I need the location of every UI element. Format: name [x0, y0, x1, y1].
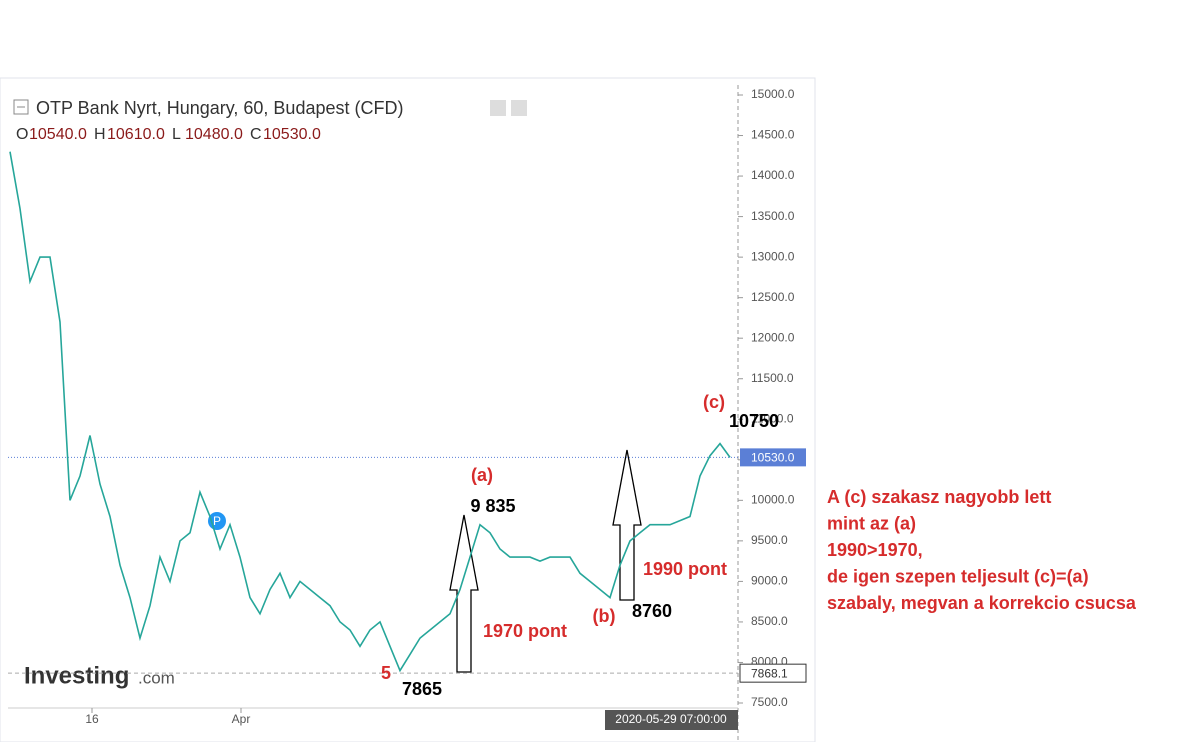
current-price-label: 10530.0: [751, 451, 795, 465]
annotation: 1990 pont: [643, 559, 727, 579]
ohlc-value: 10610.0: [107, 126, 165, 143]
x-tick-label: 16: [85, 712, 99, 726]
annotation: (c): [703, 392, 725, 412]
ohlc-value: 10530.0: [263, 126, 321, 143]
annotation: (a): [471, 465, 493, 485]
y-tick-label: 11500.0: [751, 371, 794, 385]
y-tick-label: 10000.0: [751, 493, 795, 507]
y-tick-label: 15000.0: [751, 87, 795, 101]
note-line: mint az (a): [827, 513, 916, 533]
eye-icon[interactable]: [490, 100, 506, 116]
annotation: 8760: [632, 601, 672, 621]
y-tick-label: 14500.0: [751, 128, 795, 142]
annotation: 1970 pont: [483, 621, 567, 641]
date-label: 2020-05-29 07:00:00: [615, 712, 727, 726]
note-line: szabaly, megvan a korrekcio csucsa: [827, 593, 1137, 613]
low-price-tag: [739, 663, 807, 683]
ohlc-key: L: [172, 126, 181, 143]
logo: Investing: [24, 662, 129, 689]
frame: [0, 77, 816, 742]
ohlc: O 10540.0 H 10610.0 L 10480.0 C 10530.0: [16, 126, 321, 143]
chart-title: OTP Bank Nyrt, Hungary, 60, Budapest (CF…: [36, 98, 403, 118]
y-tick-label: 8500.0: [751, 614, 788, 628]
note-line: 1990>1970,: [827, 540, 923, 560]
annotation: (b): [593, 606, 616, 626]
logo-suffix: .com: [138, 668, 175, 687]
collapse-icon[interactable]: [13, 99, 29, 115]
ohlc-value: 10480.0: [185, 126, 243, 143]
y-tick-label: 14000.0: [751, 168, 795, 182]
annotation: 10750: [729, 411, 779, 431]
low-price-label: 7868.1: [751, 666, 788, 680]
ohlc-value: 10540.0: [29, 126, 87, 143]
y-tick-label: 13500.0: [751, 209, 795, 223]
y-tick-label: 12500.0: [751, 290, 795, 304]
x-tick-label: Apr: [232, 712, 251, 726]
ohlc-key: C: [250, 126, 262, 143]
annotation: 9 835: [470, 496, 515, 516]
note-line: de igen szepen teljesult (c)=(a): [827, 566, 1089, 586]
date-tag: [605, 710, 738, 730]
price-line: [9, 151, 731, 673]
y-tick-label: 9000.0: [751, 574, 788, 588]
y-tick-label: 12000.0: [751, 330, 795, 344]
current-price-tag: [740, 448, 806, 467]
settings-icon[interactable]: [511, 100, 527, 116]
y-tick-label: 9500.0: [751, 533, 788, 547]
y-tick-label: 11000.0: [751, 411, 794, 425]
marker-icon-text: P: [213, 514, 221, 528]
annotation: 5: [381, 663, 391, 683]
note-line: A (c) szakasz nagyobb lett: [827, 487, 1051, 507]
y-tick-label: 7500.0: [751, 695, 788, 709]
y-tick-label: 13000.0: [751, 249, 795, 263]
ohlc-key: O: [16, 126, 28, 143]
arrow: [612, 449, 642, 601]
ohlc-key: H: [94, 126, 106, 143]
annotation: 7865: [402, 679, 442, 699]
